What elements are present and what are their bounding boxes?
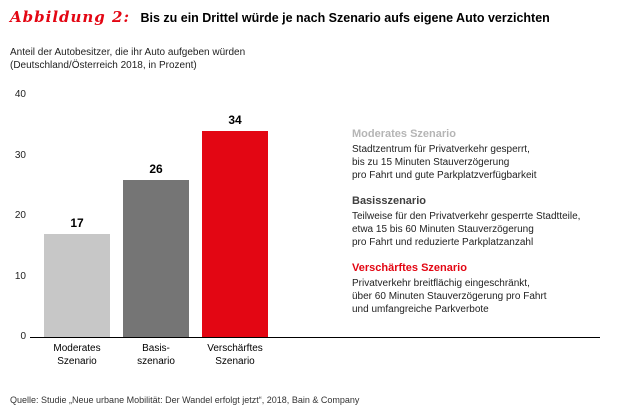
legend-entry-moderates: Moderates Szenario Stadtzentrum für Priv… xyxy=(352,128,614,182)
category-labels: Moderates Szenario Basis- szenario Verschä… xyxy=(30,343,268,368)
category-label: Basis- szenario xyxy=(137,343,175,367)
legend-entry-verschaerftes: Verschärftes Szenario Privatverkehr brei… xyxy=(352,262,614,316)
chart-subtitle: Anteil der Autobesitzer, die ihr Auto au… xyxy=(10,47,246,71)
bar-column: 26 xyxy=(123,162,189,337)
chart-plot-area: 17 26 34 xyxy=(30,95,315,337)
bar-0 xyxy=(44,234,110,337)
x-axis-line xyxy=(30,337,600,338)
legend: Moderates Szenario Stadtzentrum für Priv… xyxy=(352,128,614,329)
bar-column: 17 xyxy=(44,216,110,337)
page-title: Bis zu ein Drittel würde je nach Szenari… xyxy=(140,11,550,25)
legend-title: Moderates Szenario xyxy=(352,128,456,140)
bar-value-label: 34 xyxy=(228,113,242,128)
bar-value-label: 17 xyxy=(70,216,84,231)
category-label: Verschärftes Szenario xyxy=(207,343,263,367)
bar-group: 17 26 34 xyxy=(30,95,268,337)
bar-column: 34 xyxy=(202,113,268,337)
bar-1 xyxy=(123,179,189,337)
y-tick-label: 20 xyxy=(14,210,26,221)
bar-2 xyxy=(202,131,268,337)
category-label: Moderates Szenario xyxy=(53,343,101,367)
legend-text: Teilweise für den Privatverkehr gesperrt… xyxy=(352,211,581,248)
y-tick-label: 0 xyxy=(20,331,26,342)
legend-title: Verschärftes Szenario xyxy=(352,262,467,274)
legend-text: Stadtzentrum für Privatverkehr gesperrt,… xyxy=(352,144,537,181)
source-note: Quelle: Studie „Neue urbane Mobilität: D… xyxy=(10,395,360,405)
figure-header: Abbildung 2: Bis zu ein Drittel würde je… xyxy=(10,8,620,27)
y-tick-label: 30 xyxy=(14,149,26,161)
legend-title: Basisszenario xyxy=(352,195,426,207)
figure-label: Abbildung 2: xyxy=(10,8,130,26)
y-tick-label: 40 xyxy=(14,89,26,100)
y-tick-label: 10 xyxy=(14,270,26,282)
legend-text: Privatverkehr breitflächig eingeschränkt… xyxy=(352,278,547,315)
legend-entry-basis: Basisszenario Teilweise für den Privatve… xyxy=(352,195,614,249)
bar-value-label: 26 xyxy=(149,161,163,176)
